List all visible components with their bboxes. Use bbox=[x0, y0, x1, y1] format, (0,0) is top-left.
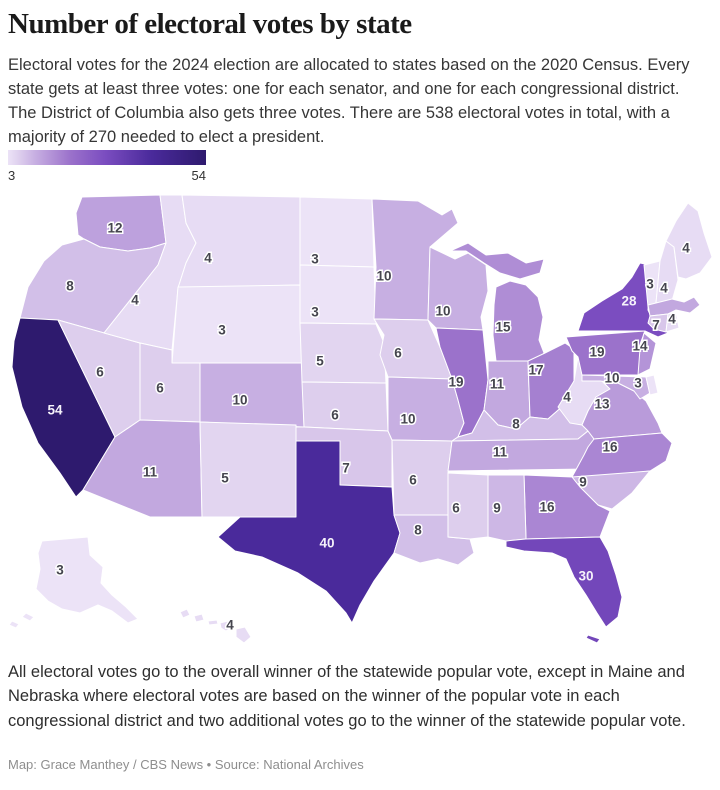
state-label-nc: 16 bbox=[602, 440, 618, 455]
state-label-wy: 3 bbox=[218, 323, 226, 338]
state-label-ct: 7 bbox=[652, 318, 660, 333]
state-label-in: 11 bbox=[490, 377, 505, 392]
state-label-ri: 4 bbox=[668, 312, 676, 327]
state-label-de: 3 bbox=[634, 376, 642, 391]
state-label-or: 8 bbox=[66, 279, 74, 294]
state-hawaii-oahu bbox=[193, 613, 205, 623]
state-label-ky: 8 bbox=[512, 417, 520, 432]
state-label-tn: 11 bbox=[493, 445, 508, 460]
state-label-nj: 14 bbox=[632, 339, 648, 354]
state-label-al: 9 bbox=[493, 501, 501, 516]
state-label-az: 11 bbox=[143, 465, 158, 480]
state-label-la: 8 bbox=[414, 523, 422, 538]
state-label-oh: 17 bbox=[528, 363, 543, 378]
state-label-wi: 10 bbox=[435, 304, 450, 319]
description: Electoral votes for the 2024 election ar… bbox=[8, 56, 690, 146]
legend-labels: 3 54 bbox=[8, 168, 206, 183]
state-new-jersey bbox=[637, 332, 657, 376]
state-florida bbox=[505, 536, 623, 628]
state-label-hi: 4 bbox=[226, 618, 234, 633]
state-label-ga: 16 bbox=[539, 500, 555, 515]
state-label-sc: 9 bbox=[579, 475, 587, 490]
state-label-mt: 4 bbox=[204, 251, 212, 266]
state-mississippi bbox=[447, 472, 489, 540]
state-label-mi: 15 bbox=[495, 320, 511, 335]
legend-min-label: 3 bbox=[8, 168, 16, 183]
state-label-nh: 4 bbox=[660, 281, 668, 296]
state-label-ak: 3 bbox=[56, 563, 64, 578]
state-label-md: 10 bbox=[604, 371, 619, 386]
state-maine bbox=[665, 202, 713, 280]
state-alaska-aleutians-1 bbox=[21, 612, 35, 622]
state-label-me: 4 bbox=[682, 241, 690, 256]
color-legend: 3 54 bbox=[8, 150, 206, 183]
state-hawaii-big-island bbox=[235, 626, 252, 644]
legend-gradient bbox=[8, 150, 206, 165]
state-minnesota bbox=[371, 198, 459, 321]
state-label-id: 4 bbox=[131, 293, 139, 308]
state-label-nd: 3 bbox=[311, 252, 319, 267]
state-label-fl: 30 bbox=[578, 569, 593, 584]
state-label-sd: 3 bbox=[311, 305, 319, 320]
state-label-ks: 6 bbox=[331, 408, 339, 423]
state-alaska-aleutians-2 bbox=[8, 620, 20, 629]
state-florida-keys bbox=[585, 634, 601, 644]
state-label-mn: 10 bbox=[376, 269, 391, 284]
state-alaska bbox=[35, 536, 139, 624]
state-label-ia: 6 bbox=[394, 346, 402, 361]
state-label-va: 13 bbox=[594, 397, 610, 412]
state-label-ca: 54 bbox=[47, 403, 63, 418]
state-label-wv: 4 bbox=[563, 390, 571, 405]
state-label-wa: 12 bbox=[107, 221, 122, 236]
footnote: All electoral votes go to the overall wi… bbox=[8, 663, 686, 730]
state-rhode-island bbox=[665, 311, 680, 333]
state-label-ms: 6 bbox=[452, 501, 460, 516]
state-texas bbox=[217, 440, 401, 624]
state-michigan bbox=[492, 280, 545, 362]
page-title: Number of electoral votes by state bbox=[8, 8, 412, 40]
state-wyoming bbox=[171, 284, 303, 364]
state-label-ut: 6 bbox=[156, 381, 164, 396]
state-delaware bbox=[645, 374, 659, 396]
state-michigan-upper bbox=[449, 242, 545, 280]
state-new-mexico bbox=[199, 421, 297, 518]
state-arkansas bbox=[391, 439, 453, 516]
state-connecticut bbox=[647, 313, 669, 333]
state-label-co: 10 bbox=[232, 393, 247, 408]
state-label-ne: 5 bbox=[316, 354, 324, 369]
state-label-ny: 28 bbox=[621, 294, 637, 309]
state-label-il: 19 bbox=[448, 375, 463, 390]
state-kansas bbox=[301, 381, 389, 432]
state-label-tx: 40 bbox=[319, 536, 334, 551]
state-hawaii-molokai bbox=[207, 619, 219, 626]
state-hawaii-maui bbox=[219, 620, 233, 632]
state-label-nm: 5 bbox=[221, 471, 229, 486]
state-montana bbox=[177, 194, 301, 289]
state-nebraska bbox=[299, 322, 387, 384]
credit: Map: Grace Manthey / CBS News • Source: … bbox=[8, 757, 364, 772]
state-label-pa: 19 bbox=[589, 345, 604, 360]
state-wisconsin bbox=[427, 246, 489, 331]
state-label-mo: 10 bbox=[400, 412, 415, 427]
state-label-ok: 7 bbox=[342, 461, 350, 476]
state-label-vt: 3 bbox=[646, 277, 654, 292]
state-label-nv: 6 bbox=[96, 365, 104, 380]
legend-max-label: 54 bbox=[191, 168, 206, 183]
state-label-ar: 6 bbox=[409, 473, 417, 488]
state-hawaii-kauai bbox=[179, 608, 191, 619]
state-colorado bbox=[199, 362, 305, 428]
